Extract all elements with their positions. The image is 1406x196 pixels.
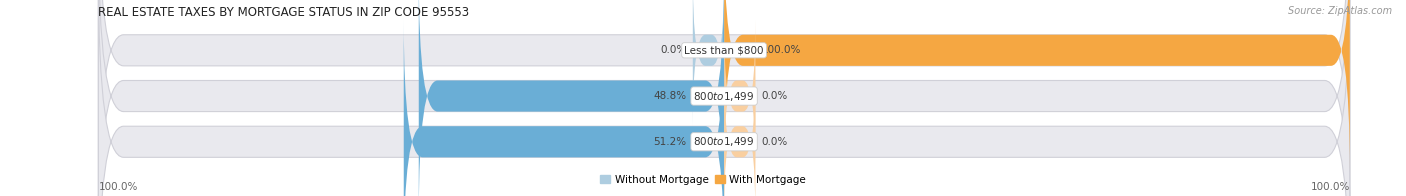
- FancyBboxPatch shape: [724, 66, 755, 196]
- Text: Source: ZipAtlas.com: Source: ZipAtlas.com: [1288, 6, 1392, 16]
- FancyBboxPatch shape: [98, 0, 1350, 196]
- Text: REAL ESTATE TAXES BY MORTGAGE STATUS IN ZIP CODE 95553: REAL ESTATE TAXES BY MORTGAGE STATUS IN …: [98, 6, 470, 19]
- FancyBboxPatch shape: [404, 20, 724, 196]
- Text: 0.0%: 0.0%: [762, 137, 787, 147]
- FancyBboxPatch shape: [419, 0, 724, 196]
- Text: 100.0%: 100.0%: [762, 45, 801, 55]
- Legend: Without Mortgage, With Mortgage: Without Mortgage, With Mortgage: [596, 171, 810, 189]
- Text: $800 to $1,499: $800 to $1,499: [693, 135, 755, 148]
- FancyBboxPatch shape: [98, 0, 1350, 196]
- Text: Less than $800: Less than $800: [685, 45, 763, 55]
- Text: 0.0%: 0.0%: [661, 45, 686, 55]
- FancyBboxPatch shape: [98, 0, 1350, 196]
- Text: 48.8%: 48.8%: [654, 91, 686, 101]
- Text: 51.2%: 51.2%: [654, 137, 686, 147]
- Text: $800 to $1,499: $800 to $1,499: [693, 90, 755, 103]
- Text: 100.0%: 100.0%: [1310, 182, 1350, 192]
- FancyBboxPatch shape: [724, 20, 755, 172]
- FancyBboxPatch shape: [693, 0, 724, 126]
- FancyBboxPatch shape: [724, 0, 1350, 172]
- Text: 0.0%: 0.0%: [762, 91, 787, 101]
- Text: 100.0%: 100.0%: [98, 182, 138, 192]
